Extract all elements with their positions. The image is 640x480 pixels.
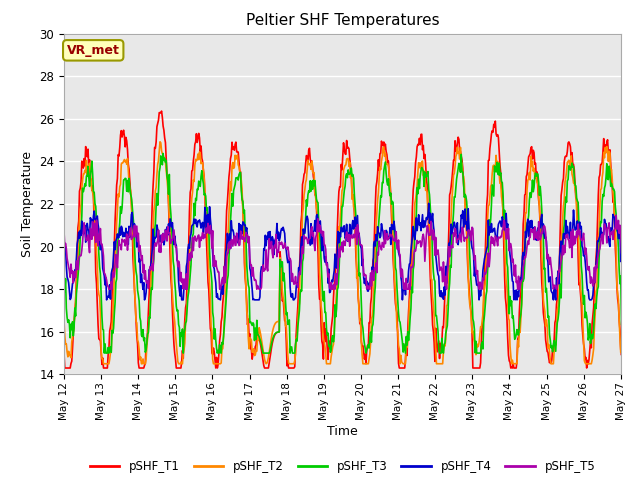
pSHF_T1 xyxy=(292,328,300,334)
pSHF_T1 xyxy=(270,335,278,340)
pSHF_T1 xyxy=(157,108,165,114)
pSHF_T3 xyxy=(131,240,138,245)
pSHF_T4 xyxy=(60,243,68,249)
Legend: pSHF_T1, pSHF_T2, pSHF_T3, pSHF_T4, pSHF_T5: pSHF_T1, pSHF_T2, pSHF_T3, pSHF_T4, pSHF… xyxy=(85,455,600,478)
pSHF_T5 xyxy=(105,286,113,292)
pSHF_T2 xyxy=(60,317,68,323)
pSHF_T4 xyxy=(103,297,111,303)
pSHF_T1 xyxy=(131,285,138,290)
pSHF_T4 xyxy=(131,221,138,227)
pSHF_T3 xyxy=(270,333,278,339)
pSHF_T3 xyxy=(60,289,68,295)
pSHF_T2 xyxy=(458,164,465,169)
pSHF_T2 xyxy=(270,324,278,329)
pSHF_T3 xyxy=(292,336,300,342)
Line: pSHF_T1: pSHF_T1 xyxy=(64,111,640,368)
Line: pSHF_T4: pSHF_T4 xyxy=(64,204,640,300)
pSHF_T3 xyxy=(424,168,432,174)
X-axis label: Time: Time xyxy=(327,425,358,438)
pSHF_T1 xyxy=(458,154,465,159)
pSHF_T4 xyxy=(423,216,431,222)
Line: pSHF_T3: pSHF_T3 xyxy=(64,154,640,353)
pSHF_T5 xyxy=(60,228,68,234)
pSHF_T1 xyxy=(61,365,68,371)
Line: pSHF_T5: pSHF_T5 xyxy=(64,215,640,289)
pSHF_T1 xyxy=(60,350,68,356)
Y-axis label: Soil Temperature: Soil Temperature xyxy=(20,151,34,257)
pSHF_T3 xyxy=(458,152,465,157)
Text: VR_met: VR_met xyxy=(67,44,120,57)
pSHF_T4 xyxy=(240,219,248,225)
pSHF_T4 xyxy=(425,201,433,206)
pSHF_T2 xyxy=(131,287,138,293)
pSHF_T3 xyxy=(100,350,108,356)
pSHF_T4 xyxy=(458,212,465,218)
pSHF_T1 xyxy=(424,204,432,209)
Line: pSHF_T2: pSHF_T2 xyxy=(64,142,640,364)
pSHF_T3 xyxy=(241,207,248,213)
pSHF_T4 xyxy=(269,237,277,242)
pSHF_T5 xyxy=(456,235,464,241)
pSHF_T2 xyxy=(156,139,164,144)
Title: Peltier SHF Temperatures: Peltier SHF Temperatures xyxy=(246,13,439,28)
pSHF_T5 xyxy=(131,222,138,228)
pSHF_T5 xyxy=(612,212,620,218)
pSHF_T4 xyxy=(292,295,300,300)
pSHF_T2 xyxy=(241,229,248,235)
pSHF_T5 xyxy=(269,255,277,261)
pSHF_T2 xyxy=(100,361,108,367)
pSHF_T2 xyxy=(292,335,300,340)
pSHF_T3 xyxy=(159,151,167,156)
pSHF_T5 xyxy=(423,223,431,228)
pSHF_T1 xyxy=(241,260,248,265)
pSHF_T5 xyxy=(240,236,248,242)
pSHF_T2 xyxy=(424,212,432,217)
pSHF_T5 xyxy=(292,274,300,279)
